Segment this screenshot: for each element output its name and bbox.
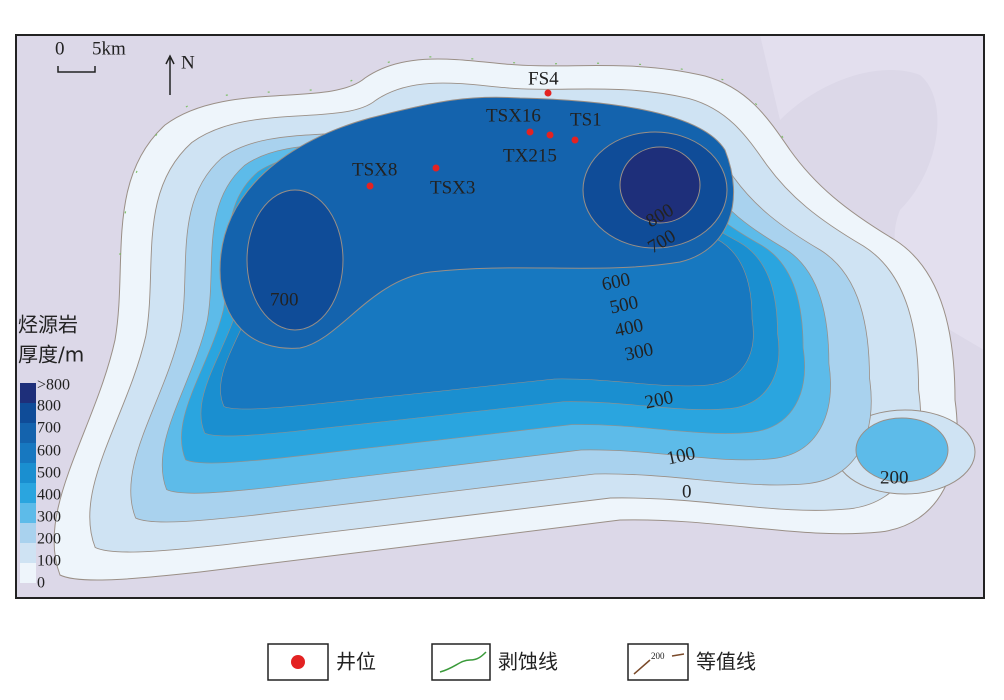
legend-well-symbol [291, 655, 305, 669]
legend-label: 0 [37, 575, 45, 592]
legend-label: 800 [37, 398, 61, 415]
contour-label: 200 [880, 467, 909, 488]
background-patch [760, 35, 984, 350]
legend-title: 厚度/m [18, 343, 84, 367]
legend-title: 烃源岩 [18, 313, 78, 337]
wells: FS4 TSX16 TS1 TX215 TSX8 TSX3 [352, 68, 602, 198]
legend-swatch [20, 403, 36, 423]
legend-label: 200 [37, 531, 61, 548]
legend-label: 600 [37, 443, 61, 460]
legend-swatch [20, 563, 36, 583]
legend-label: 500 [37, 465, 61, 482]
well-label: FS4 [528, 68, 559, 89]
well-dot [544, 89, 552, 97]
legend-swatch [20, 463, 36, 483]
legend-box [627, 643, 689, 681]
well-label: TS1 [570, 109, 602, 130]
legend-swatch [20, 383, 36, 403]
scale-distance: 5km [92, 38, 126, 59]
north-arrow [165, 54, 175, 95]
legend-label: 100 [37, 553, 61, 570]
well-dot [526, 128, 534, 136]
legend-contour-symbol [633, 653, 685, 675]
legend-text: 井位 [336, 650, 376, 674]
contour-fills [53, 58, 976, 581]
legend-swatch [20, 483, 36, 503]
well-dot [366, 182, 374, 190]
well-label: TX215 [503, 145, 557, 166]
scale-bar [57, 66, 96, 73]
well-dot [546, 131, 554, 139]
legend-contour-sample: 200 [651, 651, 665, 661]
legend-swatch [20, 543, 36, 563]
legend-erosion-symbol [439, 651, 487, 673]
map-frame [15, 34, 985, 599]
legend-swatch [20, 523, 36, 543]
legend-text: 剥蚀线 [498, 650, 558, 674]
well-label: TSX3 [430, 177, 475, 198]
legend-label: 300 [37, 509, 61, 526]
well-dot [571, 136, 579, 144]
legend-text: 等值线 [696, 650, 756, 674]
north-label: N [181, 52, 195, 73]
well-label: TSX16 [486, 105, 541, 126]
contour-label: 700 [270, 289, 299, 310]
legend-box [431, 643, 491, 681]
legend-label: >800 [37, 377, 70, 394]
legend-swatch [20, 443, 36, 463]
legend-label: 400 [37, 487, 61, 504]
thickness-legend: 烃源岩 厚度/m >800 800 700 600 500 400 300 20… [18, 313, 84, 592]
legend-swatch [20, 503, 36, 523]
symbol-legend: 井位 剥蚀线 200 等值线 [267, 643, 756, 681]
well-label: TSX8 [352, 159, 397, 180]
legend-swatch [20, 423, 36, 443]
well-dot [432, 164, 440, 172]
legend-label: 700 [37, 420, 61, 437]
scale-zero: 0 [55, 38, 65, 59]
contour-label: 0 [682, 481, 692, 502]
